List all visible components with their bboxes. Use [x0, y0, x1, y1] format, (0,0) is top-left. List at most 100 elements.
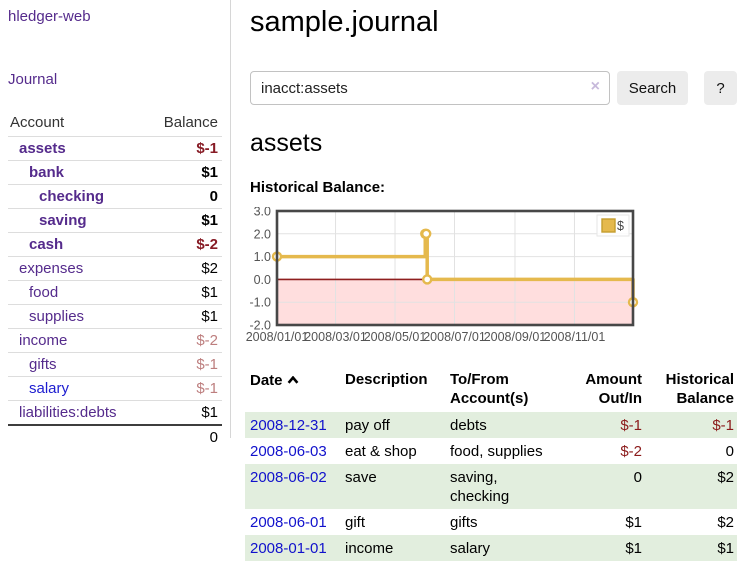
clear-search-icon[interactable]: × — [590, 78, 600, 95]
account-row-food: food $1 — [8, 280, 222, 305]
historical-balance-chart: 3.0 2.0 1.0 0.0 -1.0 -2.0 2008/01/01 2008/03/01… — [243, 205, 643, 352]
account-balance: $1 — [145, 304, 222, 329]
transaction-description: gift — [345, 514, 366, 531]
transaction-accounts: food, supplies — [450, 443, 543, 460]
account-balance: $1 — [145, 160, 222, 185]
register-table: Date Description To/From Account(s) Amou… — [245, 368, 737, 561]
svg-text:2008/03/01: 2008/03/01 — [304, 330, 367, 344]
transaction-description: pay off — [345, 417, 390, 434]
account-row-salary: salary $-1 — [8, 376, 222, 401]
account-balance: $-1 — [145, 136, 222, 161]
chart-title: Historical Balance: — [250, 179, 386, 196]
svg-text:2008/01/01: 2008/01/01 — [246, 330, 309, 344]
account-balance-table: Account Balance assets $-1 bank $1 check… — [8, 110, 222, 449]
amount-column-header: Amount Out/In — [585, 371, 642, 407]
transaction-accounts: saving, checking — [450, 469, 510, 505]
transaction-accounts: salary — [450, 540, 491, 557]
account-link-salary[interactable]: salary — [29, 380, 70, 397]
account-row-supplies: supplies $1 — [8, 304, 222, 329]
account-balance: $-1 — [145, 352, 222, 377]
account-total-row: 0 — [8, 424, 222, 449]
search-box: × — [250, 71, 610, 105]
account-row-income: income $-2 — [8, 328, 222, 353]
svg-text:0.0: 0.0 — [254, 273, 271, 287]
description-column-header: Description — [345, 371, 428, 388]
page-title: sample.journal — [250, 6, 439, 38]
account-link-food[interactable]: food — [29, 284, 59, 301]
account-balance: $-2 — [145, 232, 222, 257]
account-link-checking[interactable]: checking — [39, 188, 105, 205]
sidebar-item-journal[interactable]: Journal — [8, 71, 58, 88]
transaction-date-link[interactable]: 2008-06-01 — [250, 514, 327, 531]
transaction-description: save — [345, 469, 377, 486]
account-row-bank: bank $1 — [8, 160, 222, 185]
account-balance: $-2 — [145, 328, 222, 353]
svg-text:3.0: 3.0 — [254, 207, 271, 219]
account-row-cash: cash $-2 — [8, 232, 222, 257]
svg-text:$: $ — [617, 219, 624, 233]
transaction-balance: 0 — [725, 443, 734, 460]
tofrom-column-header: To/From Account(s) — [450, 371, 529, 407]
sidebar: hledger-web Journal Account Balance asse… — [8, 8, 224, 449]
account-link-income[interactable]: income — [19, 332, 68, 349]
register-row: 2008-06-03 eat & shop food, supplies $-2… — [245, 438, 737, 464]
account-row-expenses: expenses $2 — [8, 256, 222, 281]
register-row: 2008-06-01 gift gifts $1 $2 — [245, 509, 737, 535]
transaction-balance: $1 — [717, 540, 734, 557]
transaction-date-link[interactable]: 2008-06-03 — [250, 443, 327, 460]
date-column-header[interactable]: Date — [245, 368, 345, 412]
account-link-assets[interactable]: assets — [19, 140, 66, 157]
transaction-description: eat & shop — [345, 443, 417, 460]
account-row-liabilities-debts: liabilities:debts $1 — [8, 400, 222, 425]
transaction-amount: $1 — [625, 540, 642, 557]
account-link-expenses[interactable]: expenses — [19, 260, 84, 277]
transaction-amount: $-2 — [620, 443, 642, 460]
balance-chart-svg: 3.0 2.0 1.0 0.0 -1.0 -2.02008/01/012008/03/01… — [246, 205, 639, 344]
app-title-link[interactable]: hledger-web — [8, 8, 91, 25]
transaction-date-link[interactable]: 2008-01-01 — [250, 540, 327, 557]
account-row-checking: checking 0 — [8, 184, 222, 209]
account-balance: $-1 — [145, 376, 222, 401]
account-link-supplies[interactable]: supplies — [29, 308, 85, 325]
account-row-saving: saving $1 — [8, 208, 222, 233]
svg-text:2.0: 2.0 — [254, 227, 271, 241]
help-button[interactable]: ? — [704, 71, 737, 105]
search-button[interactable]: Search — [617, 71, 688, 105]
account-total-value: 0 — [145, 424, 222, 449]
svg-text:1.0: 1.0 — [254, 250, 271, 264]
account-balance: $1 — [145, 280, 222, 305]
account-link-bank[interactable]: bank — [29, 164, 65, 181]
balance-column-header: Historical Balance — [665, 371, 734, 407]
svg-text:-2.0: -2.0 — [249, 319, 271, 333]
account-row-gifts: gifts $-1 — [8, 352, 222, 377]
transaction-amount: 0 — [633, 469, 642, 486]
search-input[interactable] — [250, 71, 610, 105]
svg-text:2008/11/01: 2008/11/01 — [544, 330, 606, 344]
account-link-gifts[interactable]: gifts — [29, 356, 57, 373]
account-balance: $1 — [145, 208, 222, 233]
transaction-amount: $1 — [625, 514, 642, 531]
register-row: 2008-06-02 save saving, checking 0 $2 — [245, 464, 737, 509]
account-balance: 0 — [145, 184, 222, 209]
main-content: sample.journal × Search ? assets Histori… — [245, 0, 742, 561]
account-link-liabilities-debts[interactable]: liabilities:debts — [19, 404, 117, 421]
account-link-cash[interactable]: cash — [29, 236, 64, 253]
transaction-balance: $-1 — [712, 417, 734, 434]
account-section-title: assets — [250, 129, 323, 157]
svg-text:2008/09/01: 2008/09/01 — [484, 330, 547, 344]
search-form: × Search ? — [250, 71, 742, 105]
account-link-saving[interactable]: saving — [39, 212, 87, 229]
svg-text:-1.0: -1.0 — [249, 296, 271, 310]
transaction-accounts: debts — [450, 417, 487, 434]
transaction-date-link[interactable]: 2008-12-31 — [250, 417, 327, 434]
account-balance: $2 — [145, 256, 222, 281]
transaction-accounts: gifts — [450, 514, 478, 531]
sidebar-divider — [230, 0, 231, 438]
balance-column-header: Balance — [163, 114, 218, 131]
transaction-date-link[interactable]: 2008-06-02 — [250, 469, 327, 486]
account-table-header: Account Balance — [8, 110, 222, 137]
transaction-amount: $-1 — [620, 417, 642, 434]
register-header-row: Date Description To/From Account(s) Amou… — [245, 368, 737, 412]
transaction-description: income — [345, 540, 394, 557]
